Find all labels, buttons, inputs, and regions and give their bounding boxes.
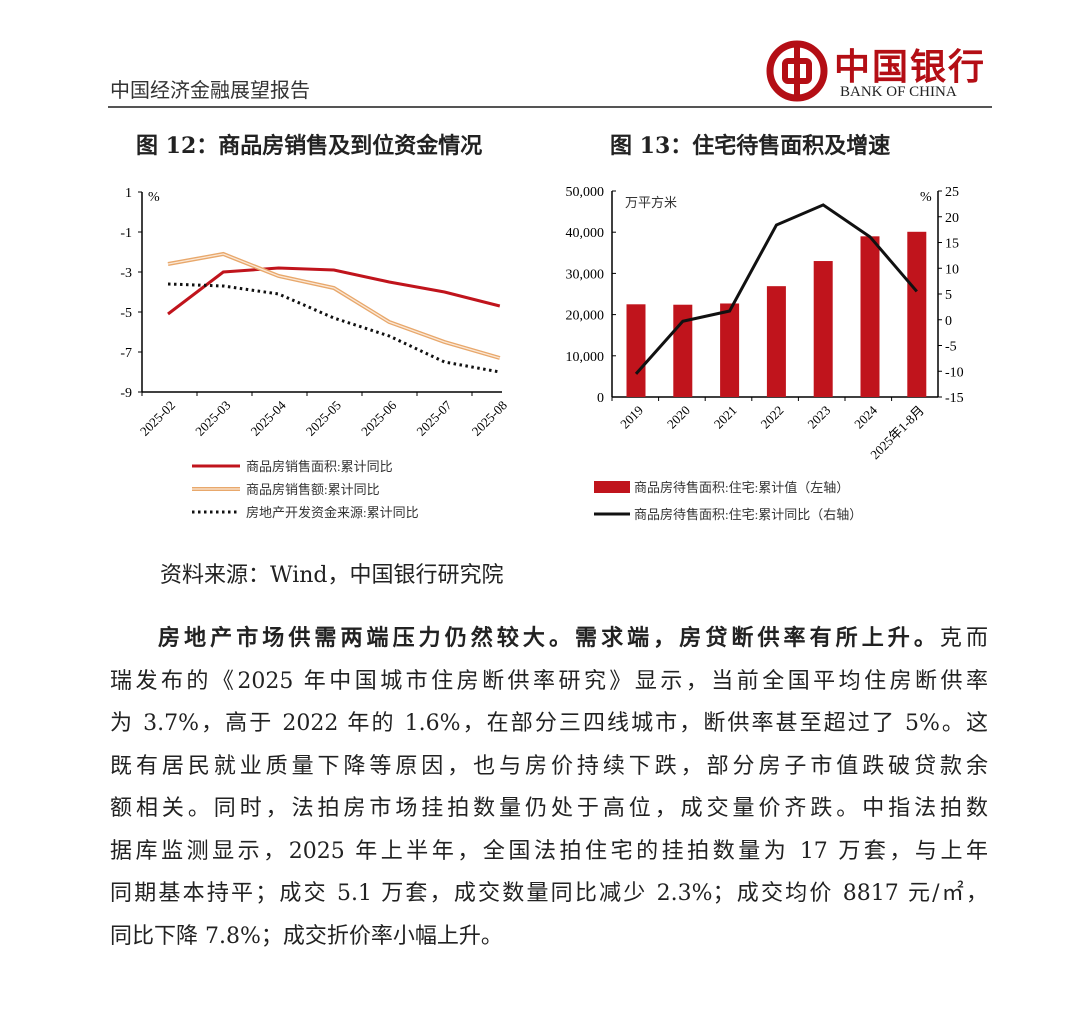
bar [626, 304, 646, 397]
bar [766, 286, 786, 397]
legend-label: 商品房销售额:累计同比 [246, 482, 380, 497]
body-text: 同比下降 7.8%；成交折价率小幅上升。 [110, 923, 503, 949]
bold-lead-text: 房地产市场供需两端压力仍然较大。需求端，房贷断供率有所上升。 [158, 625, 940, 651]
series-line-inner-1 [167, 253, 500, 359]
right-y-tick-label: 20 [945, 211, 959, 226]
y-tick-label: -9 [120, 386, 132, 401]
left-y-tick-label: 10,000 [566, 350, 605, 365]
x-tick-label: 2025-03 [192, 398, 233, 439]
right-unit-label: % [920, 190, 932, 205]
body-text: 据库监测显示，2025 年上半年，全国法拍住宅的挂拍数量为 17 万套，与上年 [110, 838, 988, 864]
body-text: 额相关。同时，法拍房市场挂拍数量仍处于高位，成交量价齐跌。中指法拍数 [110, 796, 988, 821]
bar [813, 261, 833, 397]
legend-label: 房地产开发资金来源:累计同比 [246, 505, 419, 520]
left-y-tick-label: 30,000 [566, 267, 605, 282]
right-y-tick-label: 25 [945, 185, 959, 200]
y-tick-label: -5 [120, 306, 132, 321]
body-line: 瑞发布的《2025 年中国城市住房断供率研究》显示，当前全国平均住房断供率 [110, 663, 988, 695]
chart-13: 50,000 40,000 30,000 20,000 10,000 0 25 20 15 10 5… [566, 185, 964, 522]
bar [907, 231, 927, 397]
x-tick-label: 2020 [664, 403, 693, 432]
x-tick-label: 2022 [758, 403, 787, 432]
legend-label: 商品房待售面积:住宅:累计值（左轴） [634, 480, 849, 495]
x-tick-label: 2025-06 [358, 397, 400, 439]
x-tick-label: 2019 [617, 403, 646, 432]
x-tick-label: 2025-08 [469, 398, 510, 439]
y-tick-label: 1 [125, 186, 132, 201]
left-y-tick-label: 50,000 [566, 185, 605, 200]
body-line: 为 3.7%，高于 2022 年的 1.6%，在部分三四线城市，断供率甚至超过了… [110, 705, 988, 737]
left-y-tick-label: 0 [597, 391, 604, 406]
right-y-tick-label: -15 [945, 391, 964, 406]
source-note: 资料来源：Wind，中国银行研究院 [160, 563, 504, 588]
body-line: 额相关。同时，法拍房市场挂拍数量仍处于高位，成交量价齐跌。中指法拍数 [110, 790, 988, 822]
yoy-line [634, 203, 918, 375]
report-title: 中国经济金融展望报告 [110, 78, 310, 102]
x-tick-label: 2025-04 [247, 397, 289, 439]
y-tick-label: -7 [120, 346, 132, 361]
right-y-tick-label: -10 [945, 365, 964, 380]
left-y-tick-label: 20,000 [566, 309, 605, 324]
legend-swatch-bar [594, 481, 630, 493]
series-line-2 [167, 282, 501, 374]
body-line: 既有居民就业质量下降等原因，也与房价持续下跌，部分房子市值跌破贷款余 [110, 748, 988, 780]
figure-13-title: 图 13：住宅待售面积及增速 [610, 133, 891, 159]
left-unit-label: 万平方米 [625, 195, 677, 210]
bank-of-china-logo-icon [766, 40, 828, 102]
legend-label: 商品房待售面积:住宅:累计同比（右轴） [634, 507, 862, 522]
header-divider [108, 106, 992, 108]
series-line-0 [167, 266, 501, 316]
body-text: 既有居民就业质量下降等原因，也与房价持续下跌，部分房子市值跌破贷款余 [110, 753, 988, 779]
legend-label: 商品房销售面积:累计同比 [246, 459, 393, 474]
right-y-tick-label: 15 [945, 237, 959, 252]
bar [860, 236, 880, 397]
x-tick-label: 2023 [804, 403, 833, 432]
x-tick-label: 2021 [711, 403, 740, 432]
y-unit-label: % [148, 190, 160, 205]
x-tick-label: 2025-07 [413, 397, 455, 439]
body-text: 瑞发布的《2025 年中国城市住房断供率研究》显示，当前全国平均住房断供率 [110, 668, 988, 694]
y-tick-label: -1 [120, 226, 132, 241]
body-line: 同比下降 7.8%；成交折价率小幅上升。 [110, 918, 988, 950]
y-tick-label: -3 [120, 266, 132, 281]
logo-english-text: BANK OF CHINA [840, 84, 957, 100]
bar [720, 303, 740, 397]
x-tick-label: 2025-02 [137, 398, 178, 439]
x-tick-label: 2025-05 [303, 398, 344, 439]
body-text: 克而 [939, 626, 988, 651]
body-line: 房地产市场供需两端压力仍然较大。需求端，房贷断供率有所上升。克而 [158, 620, 988, 652]
right-y-tick-label: 5 [945, 288, 952, 303]
logo-chinese-text: 中国银行 [834, 46, 987, 88]
figure-12-title: 图 12：商品房销售及到位资金情况 [136, 133, 483, 159]
left-y-tick-label: 40,000 [566, 226, 605, 241]
body-text: 为 3.7%，高于 2022 年的 1.6%，在部分三四线城市，断供率甚至超过了… [110, 711, 988, 736]
body-line: 同期基本持平；成交 5.1 万套，成交数量同比减少 2.3%；成交均价 8817… [110, 875, 988, 907]
body-line: 据库监测显示，2025 年上半年，全国法拍住宅的挂拍数量为 17 万套，与上年 [110, 833, 988, 865]
chart-12: 1 -1 -3 -5 -7 -9% 2025-02 2025-03 2025-04 2025-05… [120, 186, 510, 520]
right-y-tick-label: 0 [945, 314, 952, 329]
right-y-tick-label: 10 [945, 262, 959, 277]
right-y-tick-label: -5 [945, 340, 957, 355]
x-tick-label: 2024 [851, 402, 880, 431]
body-text: 同期基本持平；成交 5.1 万套，成交数量同比减少 2.3%；成交均价 8817… [110, 881, 988, 906]
